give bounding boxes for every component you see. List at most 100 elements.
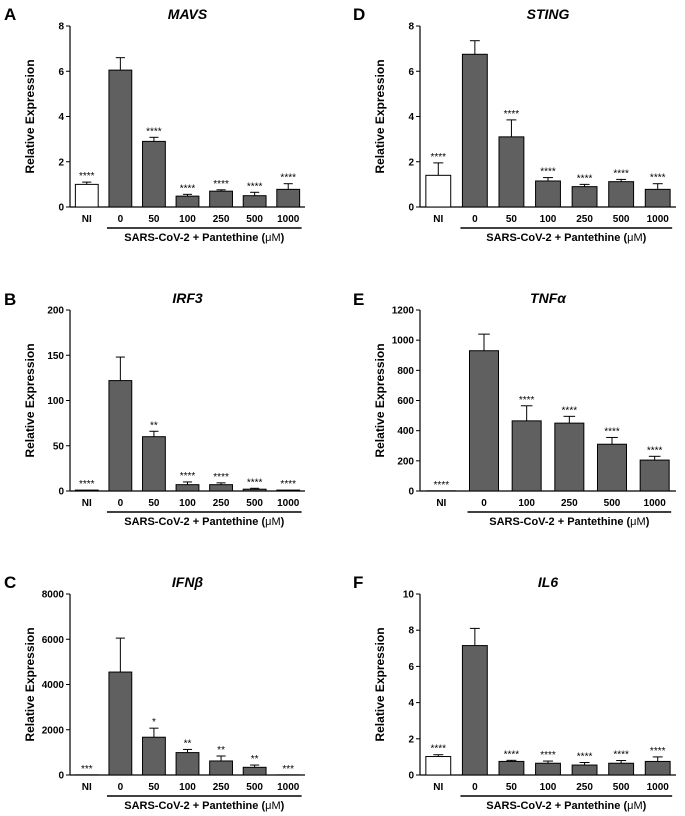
bar: [175, 484, 200, 492]
bar: [425, 174, 452, 208]
x-tick-label: NI: [433, 782, 443, 793]
chart-title: TNFα: [530, 290, 567, 306]
bar: [498, 136, 525, 208]
y-axis-label: Relative Expression: [23, 343, 37, 457]
bar: [468, 350, 500, 492]
panel-letter: C: [4, 573, 16, 592]
bar: [535, 762, 561, 776]
y-tick-label: 6: [58, 67, 64, 78]
x-tick-label: 500: [246, 782, 263, 793]
group-label-suffix: ): [281, 516, 285, 528]
bar: [461, 645, 488, 776]
y-tick-label: 6: [408, 662, 414, 673]
bar: [639, 459, 670, 492]
y-tick-label: 0: [58, 771, 64, 782]
significance-label: ****: [180, 183, 196, 194]
significance-label: ****: [577, 173, 593, 184]
x-tick-label: 100: [540, 782, 557, 793]
y-tick-label: 8000: [42, 590, 65, 601]
x-tick-label: 100: [540, 214, 557, 225]
group-label-prefix: SARS-CoV-2 + Pantethine (: [486, 800, 627, 812]
significance-label: ****: [247, 181, 263, 192]
x-tick-label: 500: [604, 498, 621, 509]
x-tick-label: 1000: [644, 498, 667, 509]
bar: [175, 195, 200, 208]
significance-label: ***: [81, 764, 93, 775]
x-tick-label: 0: [472, 782, 478, 793]
significance-label: ***: [282, 764, 294, 775]
significance-label: **: [217, 745, 225, 756]
significance-label: ****: [430, 744, 446, 755]
bar: [608, 762, 635, 776]
x-tick-label: NI: [82, 782, 92, 793]
y-axis-label: Relative Expression: [373, 627, 387, 741]
chart-panel-f: F IL6 Relative Expression 0 2 4 6 8 10 **** NI 0 ***…: [353, 573, 676, 812]
x-tick-label: 0: [118, 214, 124, 225]
y-tick-label: 2: [408, 734, 414, 745]
x-tick-label: 50: [506, 782, 518, 793]
significance-label: ****: [613, 750, 629, 761]
bar: [175, 752, 200, 776]
x-tick-label: 1000: [647, 214, 670, 225]
x-tick-label: 250: [576, 214, 593, 225]
significance-label: *: [152, 717, 156, 728]
bar: [276, 489, 301, 492]
x-tick-label: 50: [148, 782, 160, 793]
y-tick-label: 10: [403, 590, 415, 601]
group-label-suffix: ): [646, 516, 650, 528]
chart-panel-d: D STING Relative Expression 0 2 4 6 8 **** NI 0 ***…: [353, 5, 676, 244]
bar: [108, 380, 133, 492]
panel-letter: A: [4, 5, 16, 24]
group-label-unit: μM: [627, 800, 643, 812]
significance-label: ****: [540, 750, 556, 761]
x-tick-label: NI: [436, 498, 446, 509]
x-tick-label: 0: [481, 498, 487, 509]
bar: [276, 188, 301, 208]
group-label: SARS-CoV-2 + Pantethine (μM): [124, 516, 284, 528]
bar: [461, 53, 488, 208]
y-tick-label: 150: [47, 351, 64, 362]
chart-title: IFNβ: [172, 574, 204, 590]
significance-label: ****: [213, 179, 229, 190]
bar: [242, 766, 267, 776]
bar: [74, 489, 99, 492]
y-tick-label: 6000: [42, 635, 65, 646]
group-label: SARS-CoV-2 + Pantethine (μM): [124, 232, 284, 244]
bar: [142, 140, 166, 208]
significance-label: ****: [280, 479, 296, 490]
y-tick-label: 2000: [42, 725, 65, 736]
y-tick-label: 4: [408, 112, 414, 123]
y-tick-label: 8: [58, 22, 64, 33]
panel-letter: D: [353, 5, 365, 24]
significance-label: ****: [504, 749, 520, 760]
y-tick-label: 0: [58, 203, 64, 214]
bar: [498, 760, 525, 776]
y-axis-label: Relative Expression: [23, 627, 37, 741]
y-tick-label: 6: [408, 67, 414, 78]
y-tick-label: 0: [408, 203, 414, 214]
significance-label: ****: [180, 471, 196, 482]
y-tick-label: 2: [58, 157, 64, 168]
bar: [209, 760, 233, 776]
x-tick-label: 1000: [277, 498, 300, 509]
significance-label: ****: [647, 445, 663, 456]
group-label: SARS-CoV-2 + Pantethine (μM): [124, 800, 284, 812]
significance-label: ****: [577, 752, 593, 763]
significance-label: ****: [540, 167, 556, 178]
significance-label: ****: [247, 477, 263, 488]
bar: [608, 181, 635, 208]
x-tick-label: NI: [82, 498, 92, 509]
panel-letter: F: [353, 573, 363, 592]
x-tick-label: 100: [179, 214, 196, 225]
significance-label: ****: [613, 168, 629, 179]
x-tick-label: 500: [613, 214, 630, 225]
x-tick-label: 0: [118, 498, 124, 509]
group-label: SARS-CoV-2 + Pantethine (μM): [489, 516, 649, 528]
bar: [644, 188, 671, 208]
y-tick-label: 8: [408, 22, 414, 33]
x-tick-label: 50: [148, 214, 160, 225]
significance-label: ****: [434, 480, 450, 491]
group-label-unit: μM: [627, 232, 643, 244]
